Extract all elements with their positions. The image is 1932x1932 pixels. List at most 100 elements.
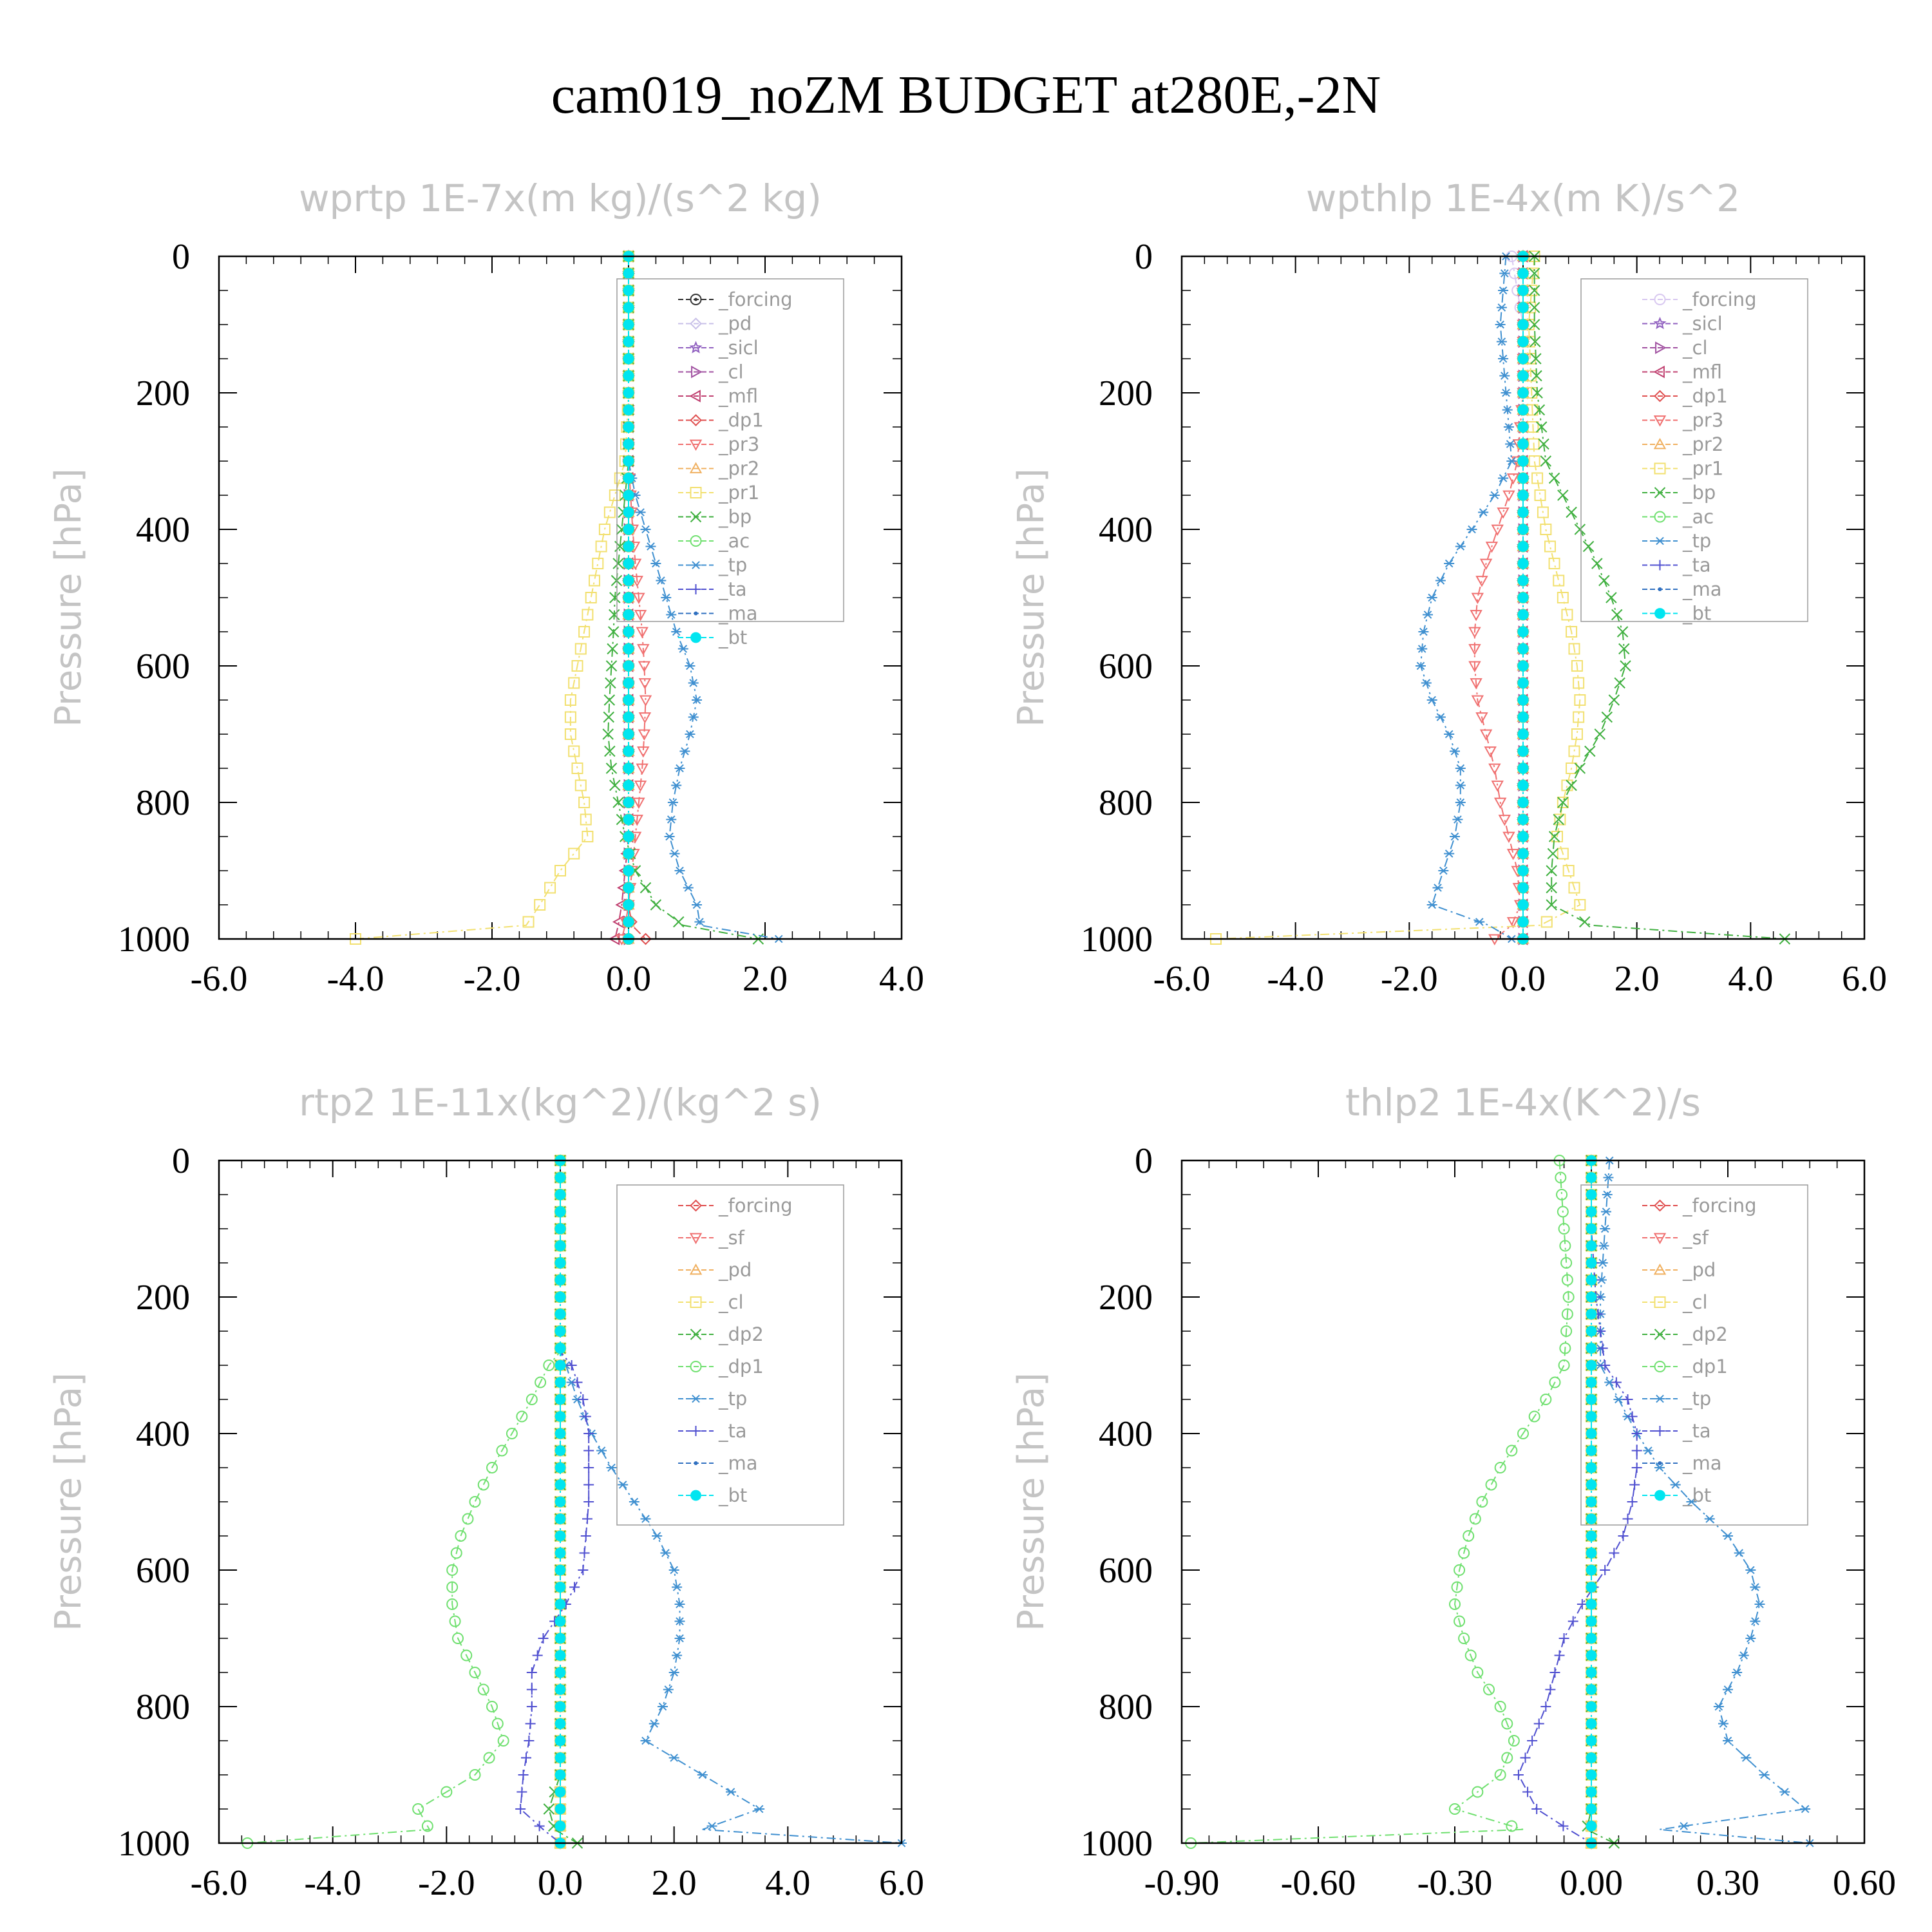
- legend-marker: [1654, 294, 1666, 305]
- data-point: [1503, 422, 1514, 431]
- x-tick-label: 0.60: [1833, 1863, 1896, 1903]
- data-point: [1464, 1649, 1477, 1662]
- data-point: [1586, 1650, 1597, 1661]
- data-point: [609, 592, 621, 603]
- data-point: [623, 319, 634, 330]
- data-point: [582, 1513, 592, 1524]
- data-point: [1544, 540, 1556, 553]
- legend-label: _bp: [718, 506, 752, 528]
- legend-marker: [1653, 365, 1665, 379]
- data-point: [1506, 1820, 1518, 1832]
- data-point: [518, 1770, 529, 1780]
- y-axis-label: Pressure [hPa]: [48, 468, 90, 727]
- data-point: [572, 1377, 583, 1388]
- data-point: [1534, 489, 1546, 501]
- data-point: [1586, 1206, 1597, 1217]
- data-point: [1483, 1683, 1495, 1696]
- data-point: [1741, 1754, 1752, 1762]
- data-point: [1517, 831, 1529, 842]
- data-point: [1452, 815, 1463, 824]
- data-point: [571, 762, 583, 774]
- data-point: [598, 524, 611, 535]
- legend-marker: [690, 1394, 701, 1403]
- legend-marker: [694, 1461, 698, 1465]
- panel-title: thlp2 1E-4x(K^2)/s: [1345, 1081, 1701, 1124]
- data-point: [1586, 1786, 1597, 1797]
- plot-frame: [218, 255, 903, 940]
- data-point: [446, 1564, 459, 1576]
- data-point: [1600, 1360, 1611, 1370]
- legend-marker: [1654, 1329, 1666, 1340]
- data-point: [623, 899, 634, 911]
- data-point: [1561, 609, 1573, 621]
- y-tick-label: 1000: [1081, 920, 1153, 960]
- data-point: [623, 336, 634, 347]
- y-tick-label: 800: [136, 783, 190, 823]
- data-point: [564, 694, 576, 706]
- data-point: [1574, 899, 1586, 911]
- plot-area: [350, 249, 784, 946]
- legend-marker: [1653, 1233, 1667, 1245]
- data-point: [526, 1667, 537, 1678]
- data-point: [1463, 1530, 1475, 1542]
- legend-label: _cl: [718, 361, 744, 383]
- legend-label: _ta: [718, 1420, 747, 1442]
- data-point: [1533, 404, 1546, 416]
- data-point: [1517, 899, 1529, 911]
- data-point: [554, 1684, 566, 1695]
- data-point: [534, 899, 546, 911]
- data-point: [578, 626, 591, 638]
- data-point: [1506, 473, 1520, 485]
- data-point: [1540, 1394, 1552, 1405]
- legend-label: _dp1: [1682, 1356, 1728, 1378]
- minor-ticks: [219, 1160, 902, 1843]
- data-point: [1586, 1548, 1597, 1558]
- legend-label: _pr1: [1682, 458, 1723, 480]
- data-point: [526, 1684, 537, 1695]
- data-point: [1622, 1394, 1633, 1405]
- data-point: [1517, 404, 1529, 415]
- data-point: [1528, 267, 1540, 279]
- data-point: [692, 696, 702, 705]
- data-point: [516, 1786, 527, 1797]
- data-point: [1654, 1463, 1665, 1472]
- data-point: [1517, 712, 1529, 723]
- data-point: [623, 882, 634, 893]
- data-point: [623, 728, 634, 740]
- data-point: [564, 711, 576, 723]
- data-point: [1549, 1376, 1561, 1388]
- x-tick-label: 6.0: [1842, 959, 1887, 999]
- data-point: [1475, 576, 1488, 587]
- data-point: [1586, 1667, 1597, 1678]
- data-point: [1458, 1633, 1470, 1644]
- data-point: [1643, 1446, 1654, 1455]
- data-point: [1450, 747, 1460, 755]
- data-point: [1479, 729, 1493, 741]
- x-tick-label: 0.0: [606, 959, 651, 999]
- data-point: [1468, 627, 1481, 639]
- data-point: [1586, 1735, 1597, 1747]
- data-point: [583, 1428, 594, 1439]
- legend-marker: [689, 1233, 703, 1245]
- data-point: [554, 1411, 566, 1422]
- legend-marker: [690, 1361, 702, 1372]
- data-point: [1517, 848, 1529, 859]
- data-point: [1517, 353, 1529, 365]
- data-point: [1501, 1752, 1513, 1764]
- data-point: [1494, 1769, 1506, 1781]
- data-point: [1779, 1788, 1790, 1796]
- data-point: [636, 763, 649, 775]
- data-point: [554, 1718, 566, 1729]
- y-tick-label: 200: [1099, 1278, 1153, 1318]
- data-point: [1618, 1531, 1629, 1541]
- data-point: [421, 1820, 433, 1832]
- data-point: [640, 525, 651, 534]
- data-point: [603, 694, 616, 706]
- legend-label: _bt: [1682, 1484, 1711, 1506]
- data-point: [582, 609, 594, 621]
- legend-marker: [690, 584, 701, 594]
- data-point: [623, 575, 634, 586]
- data-point: [1458, 1547, 1470, 1559]
- data-point: [1608, 694, 1620, 706]
- data-point: [554, 1206, 566, 1217]
